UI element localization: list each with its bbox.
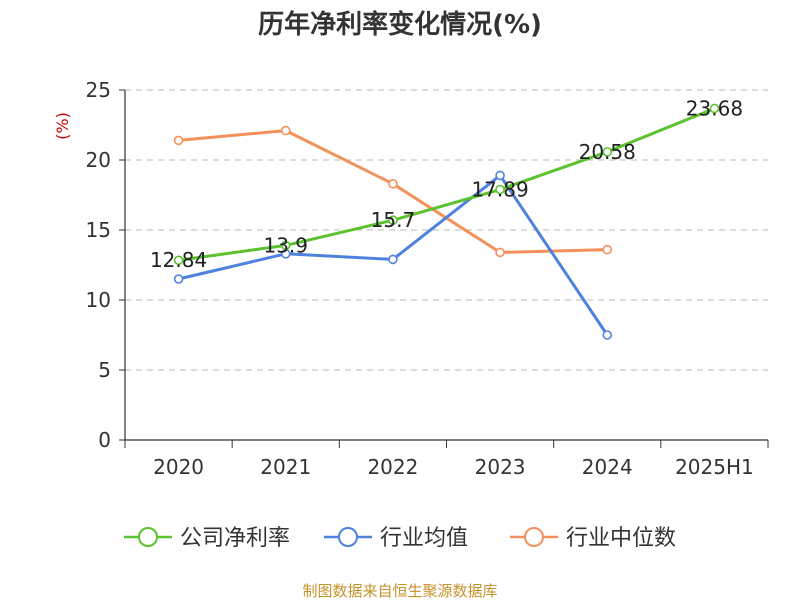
data-point bbox=[388, 215, 398, 225]
series-group bbox=[173, 103, 720, 340]
legend-label: 公司净利率 bbox=[180, 526, 290, 551]
data-label: 15.7 bbox=[371, 208, 416, 232]
legend-swatch-marker bbox=[338, 527, 358, 547]
legend-swatch-marker bbox=[524, 527, 544, 547]
x-tick-label: 2025H1 bbox=[675, 455, 754, 479]
data-point bbox=[280, 240, 291, 251]
y-tick-label: 0 bbox=[98, 428, 111, 452]
data-source-footer: 制图数据来自恒生聚源数据库 bbox=[302, 582, 498, 600]
data-point bbox=[602, 330, 613, 340]
y-tick-label: 5 bbox=[98, 358, 111, 382]
gridlines bbox=[125, 89, 768, 371]
y-tick-label: 25 bbox=[86, 78, 111, 102]
x-tick-label: 2024 bbox=[582, 455, 633, 479]
data-point bbox=[173, 274, 184, 284]
legend-swatch-marker bbox=[138, 527, 158, 547]
data-labels: 12.84 13.9 15.7 17.89 20.58 23.68 bbox=[150, 96, 743, 272]
data-point bbox=[388, 179, 398, 189]
legend[interactable]: 公司净利率 行业均值 行业中位数 bbox=[124, 526, 676, 551]
data-label: 12.84 bbox=[150, 248, 207, 272]
legend-label: 行业均值 bbox=[380, 526, 468, 551]
x-tick-label: 2020 bbox=[153, 455, 204, 479]
y-tick-label: 20 bbox=[86, 148, 111, 172]
data-point bbox=[173, 255, 184, 266]
data-point bbox=[495, 170, 505, 181]
x-tick-label: 2023 bbox=[475, 455, 526, 479]
series-line bbox=[178, 107, 715, 262]
legend-item[interactable]: 公司净利率 bbox=[124, 526, 290, 551]
series-line bbox=[178, 129, 608, 254]
chart-title: 历年净利率变化情况(%) bbox=[258, 10, 542, 40]
data-point bbox=[602, 147, 613, 157]
y-axis-label: (%) bbox=[53, 112, 72, 140]
data-label: 23.68 bbox=[686, 96, 743, 120]
data-point bbox=[280, 125, 291, 136]
data-point bbox=[495, 247, 505, 258]
data-point bbox=[602, 244, 613, 255]
x-tick-label: 2022 bbox=[367, 455, 418, 479]
x-tick-label: 2021 bbox=[260, 455, 311, 479]
data-point bbox=[495, 184, 505, 195]
legend-label: 行业中位数 bbox=[566, 526, 676, 551]
legend-item[interactable]: 行业均值 bbox=[324, 526, 468, 551]
axes: 0 5 10 15 20 25 2020 2021 2022 2023 2024 2025H1 bbox=[86, 78, 769, 479]
data-point bbox=[173, 135, 184, 146]
y-tick-label: 10 bbox=[86, 288, 111, 312]
data-label: 17.89 bbox=[471, 178, 528, 202]
data-point bbox=[388, 254, 398, 265]
y-tick-label: 15 bbox=[86, 218, 111, 242]
data-label: 13.9 bbox=[263, 233, 308, 257]
data-label: 20.58 bbox=[579, 140, 636, 164]
data-point bbox=[709, 103, 720, 114]
legend-item[interactable]: 行业中位数 bbox=[510, 526, 676, 551]
